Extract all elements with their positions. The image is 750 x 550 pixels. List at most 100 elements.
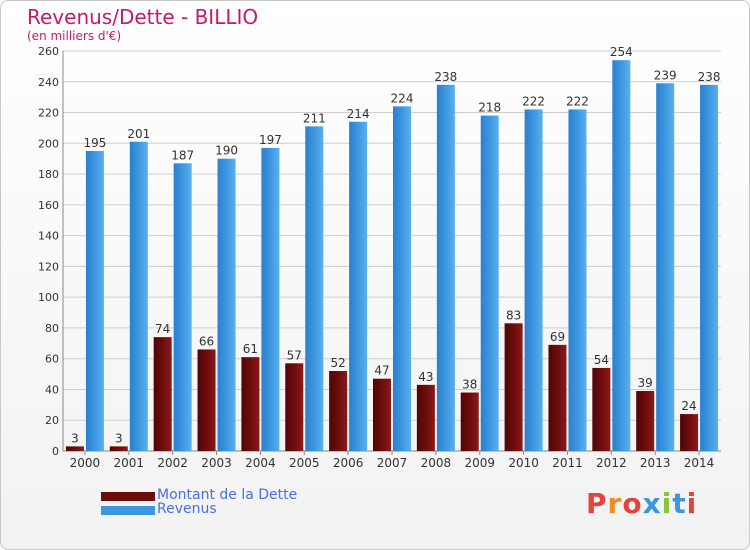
legend-label-debt: Montant de la Dette [157,487,298,503]
bar-debt [460,392,479,451]
bar-debt [285,363,304,451]
y-tick-label: 160 [38,199,59,212]
x-tick-label: 2001 [114,456,145,470]
bar-revenue [568,109,587,451]
data-label-revenue: 254 [610,45,633,59]
x-tick-label: 2006 [333,456,364,470]
bar-debt [416,384,435,451]
x-tick-label: 2013 [640,456,671,470]
data-label-debt: 38 [462,378,477,392]
bar-revenue [261,147,280,451]
bar-debt [153,337,172,451]
data-label-debt: 66 [199,334,214,348]
bar-revenue [612,60,631,451]
y-tick-label: 0 [52,445,59,458]
x-tick-label: 2004 [245,456,276,470]
y-tick-label: 120 [38,260,59,273]
data-label-debt: 61 [243,342,258,356]
x-tick-label: 2011 [552,456,583,470]
bar-debt [680,414,699,451]
data-label-debt: 83 [506,308,521,322]
bar-debt [592,367,611,451]
y-tick-label: 180 [38,168,59,181]
data-label-revenue: 224 [391,91,414,105]
x-tick-label: 2002 [157,456,188,470]
bar-debt [109,446,128,451]
legend-swatch-revenue [101,506,155,515]
chart-subtitle: (en milliers d'€) [27,29,122,43]
x-tick-label: 2005 [289,456,320,470]
y-tick-label: 80 [45,322,59,335]
data-label-revenue: 222 [566,94,589,108]
logo-letter: P [586,487,608,520]
bar-debt [636,391,655,451]
legend-label-revenue: Revenus [157,501,217,517]
bar-debt [241,357,260,451]
data-label-revenue: 211 [303,111,326,125]
logo-letter: x [642,487,662,520]
bar-revenue [524,109,543,451]
data-label-revenue: 238 [698,70,721,84]
legend-swatch-debt [101,492,155,501]
data-label-debt: 3 [115,431,123,445]
data-label-revenue: 197 [259,133,282,147]
x-tick-label: 2003 [201,456,232,470]
logo-letter: i [686,487,698,520]
data-label-debt: 43 [418,370,433,384]
bar-revenue [349,121,368,452]
y-tick-label: 140 [38,230,59,243]
bar-revenue [85,151,104,451]
logo-letter: r [607,487,623,520]
y-tick-label: 20 [45,414,59,427]
bar-debt [329,371,348,451]
bar-revenue [656,83,675,452]
data-label-revenue: 195 [83,136,106,150]
bar-revenue [305,126,324,451]
bar-debt [373,378,391,451]
data-label-debt: 69 [550,330,565,344]
data-label-revenue: 201 [127,127,150,141]
logo-letter: o [622,487,643,520]
data-label-revenue: 239 [654,68,677,82]
y-tick-label: 40 [45,383,59,396]
y-tick-label: 100 [38,291,59,304]
bar-revenue [173,163,192,452]
x-tick-label: 2008 [421,456,452,470]
data-label-debt: 54 [594,353,609,367]
logo-letter: i [661,487,673,520]
logo-letter: t [672,487,687,520]
bar-revenue [129,141,148,451]
bar-debt [197,349,216,451]
y-tick-label: 200 [38,137,59,150]
x-tick-label: 2012 [596,456,627,470]
y-tick-label: 220 [38,107,59,120]
bar-debt [65,446,84,451]
data-label-debt: 57 [287,348,302,362]
data-label-debt: 52 [330,356,345,370]
data-label-revenue: 238 [434,70,457,84]
proxiti-logo: Proxiti [586,487,697,520]
data-label-debt: 24 [681,399,696,413]
data-label-debt: 47 [374,364,389,378]
bar-revenue [217,158,236,451]
bar-debt [548,344,567,451]
bar-revenue [436,84,455,451]
bar-debt [504,323,523,451]
x-tick-label: 2007 [377,456,408,470]
data-label-revenue: 218 [478,101,501,115]
data-label-revenue: 190 [215,144,238,158]
data-label-debt: 74 [155,322,170,336]
chart-title: Revenus/Dette - BILLIO [27,5,259,29]
bar-revenue [393,106,411,451]
data-label-revenue: 187 [171,148,194,162]
x-tick-label: 2010 [508,456,539,470]
data-label-revenue: 214 [347,107,370,121]
x-tick-label: 2009 [464,456,495,470]
bar-revenue [480,115,499,451]
y-tick-label: 260 [38,45,59,58]
x-tick-label: 2000 [70,456,101,470]
y-tick-label: 60 [45,353,59,366]
bar-revenue [700,84,719,451]
